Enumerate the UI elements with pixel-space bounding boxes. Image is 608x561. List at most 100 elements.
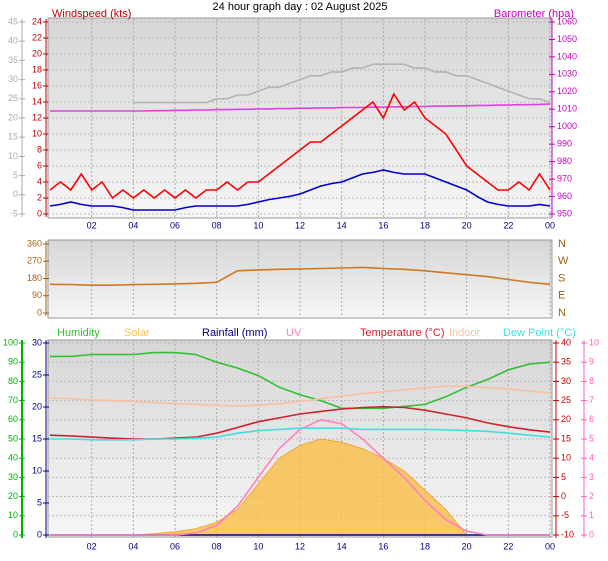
y-tick-label: -10 [561,529,574,539]
x-tick-label: 04 [128,541,138,551]
y-tick-label: 980 [557,156,572,166]
legend-entry: UV [286,327,302,339]
direction-label: N [558,238,566,250]
y-tick-label: 10 [32,465,42,475]
y-tick-label: 22 [32,32,42,42]
y2-axis-label: Barometer (hpa) [494,8,574,20]
x-tick-label: 00 [545,220,555,230]
y-tick-label: 950 [557,208,572,218]
x-tick-label: 22 [503,541,513,551]
y-tick-label: 40 [8,36,18,46]
x-tick-label: 22 [503,220,513,230]
y-tick-label: 180 [27,273,42,283]
y-tick-label: 970 [557,173,572,183]
y-tick-label: -5 [10,208,18,218]
y-tick-label: 1050 [557,34,577,44]
y-tick-label: 25 [561,395,571,405]
direction-label: E [558,290,565,302]
y-tick-label: 14 [32,96,42,106]
y-tick-label: 12 [32,112,42,122]
y-tick-label: 10 [32,128,42,138]
x-tick-label: 06 [170,541,180,551]
y-tick-label: 1020 [557,86,577,96]
x-tick-label: 00 [545,541,555,551]
y-tick-label: 35 [8,55,18,65]
x-tick-label: 16 [378,541,388,551]
line [49,92,551,200]
y-tick-label: 40 [8,453,18,463]
y-tick-label: 30 [561,376,571,386]
y-tick-label: 30 [32,337,42,347]
line [50,103,551,112]
y-tick-label: 0 [13,529,18,539]
y-tick-label: 0 [561,491,566,501]
y-tick-label: 50 [8,433,18,443]
line [49,169,551,211]
y-axis-label: Windspeed (kts) [52,8,131,20]
x-tick-label: 04 [128,220,138,230]
y-tick-label: 15 [561,433,571,443]
y-tick-label: 5 [37,497,42,507]
x-tick-label: 02 [87,541,97,551]
x-tick-label: 16 [378,220,388,230]
legend-entry: Rainfall (mm) [202,327,267,339]
y-tick-label: 10 [589,337,599,347]
line [50,418,550,536]
y-tick-label: 90 [32,290,42,300]
legend-entry: Dew Point (°C) [503,327,576,339]
y-tick-label: 0 [589,529,594,539]
y-tick-label: 24 [32,16,42,26]
y-tick-label: 15 [32,433,42,443]
y-tick-label: 20 [32,48,42,58]
y-tick-label: 70 [8,395,18,405]
x-tick-label: 06 [170,220,180,230]
y-tick-label: 2 [37,192,42,202]
x-tick-label: 20 [462,541,472,551]
y-tick-label: 30 [8,472,18,482]
x-tick-label: 12 [295,220,305,230]
y-tick-label: 7 [589,395,594,405]
direction-label: S [558,272,565,284]
y-tick-label: 4 [37,176,42,186]
y-tick-label: 5 [561,472,566,482]
line [50,427,551,441]
y-tick-label: 8 [589,376,594,386]
line [49,266,551,286]
x-tick-label: 10 [253,541,263,551]
y-tick-label: 8 [37,144,42,154]
y-tick-label: 25 [8,93,18,103]
y-tick-label: 4 [589,453,594,463]
direction-label: W [558,255,569,267]
y-tick-label: 25 [32,369,42,379]
x-tick-label: 18 [420,220,430,230]
y-tick-label: 6 [589,414,594,424]
y-tick-label: 990 [557,139,572,149]
x-tick-label: 02 [87,220,97,230]
x-tick-label: 14 [337,220,347,230]
y-tick-label: 20 [8,112,18,122]
y-tick-label: 0 [37,529,42,539]
x-tick-label: 08 [212,541,222,551]
y-tick-label: 10 [8,151,18,161]
legend-entry: Temperature (°C) [360,327,444,339]
y-tick-label: 80 [8,376,18,386]
y-tick-label: 9 [589,357,594,367]
y-tick-label: 0 [37,208,42,218]
y-tick-label: 1030 [557,69,577,79]
y-tick-label: 360 [27,238,42,248]
legend-entry: Indoor [449,327,481,339]
y-tick-label: 90 [8,357,18,367]
y-tick-label: 1 [589,510,594,520]
y-tick-label: 10 [561,453,571,463]
y-tick-label: 45 [8,16,18,26]
line [133,63,551,104]
legend-entry: Humidity [57,327,100,339]
y-tick-label: 15 [8,132,18,142]
y-tick-label: 5 [589,433,594,443]
y-tick-label: 30 [8,74,18,84]
y-tick-label: 60 [8,414,18,424]
y-tick-label: 6 [37,160,42,170]
x-tick-label: 08 [212,220,222,230]
x-tick-label: 12 [295,541,305,551]
